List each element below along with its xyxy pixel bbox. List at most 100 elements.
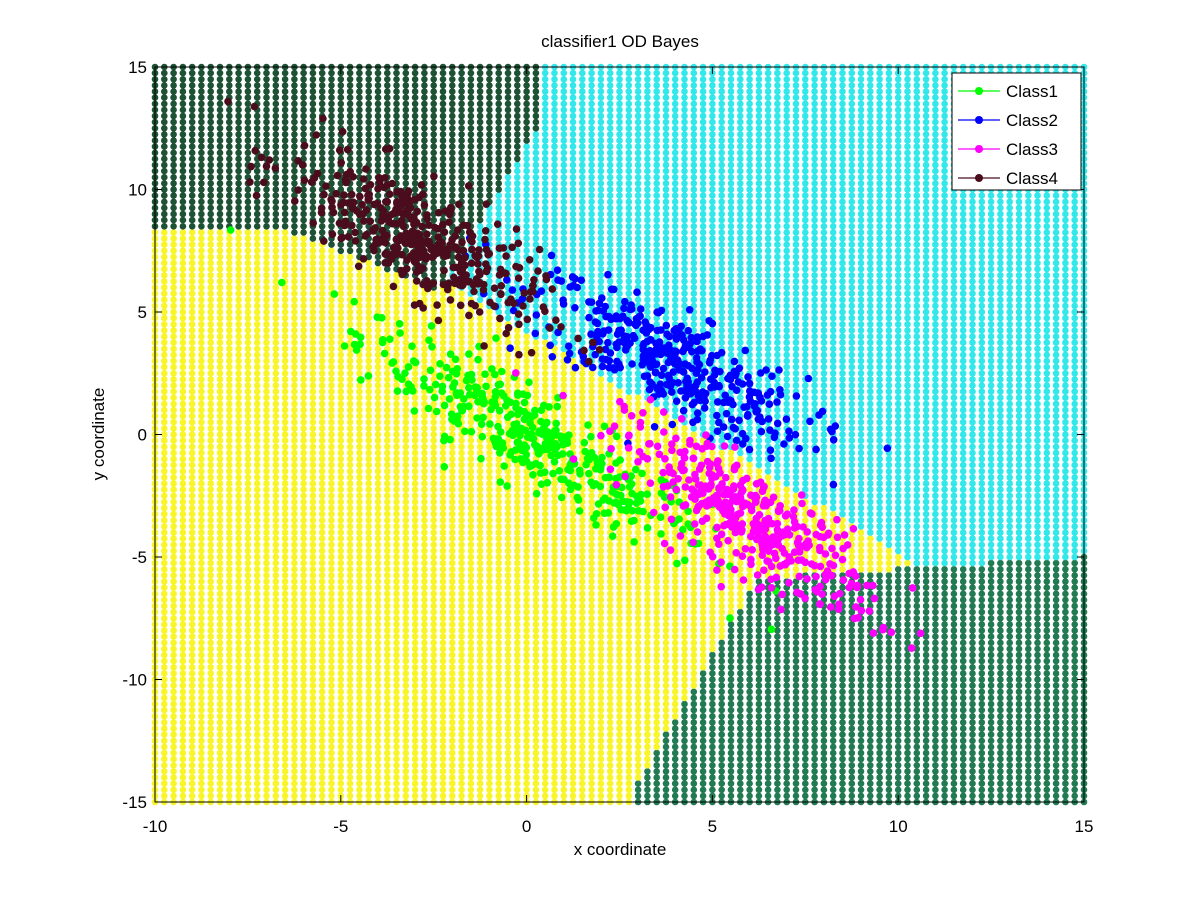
region-dot: [365, 290, 373, 297]
region-dot: [514, 682, 521, 689]
region-dot: [253, 388, 261, 395]
region-dot: [263, 468, 270, 475]
region-dot: [253, 308, 261, 316]
region-dot: [179, 406, 187, 414]
region-dot: [384, 725, 391, 732]
region-dot: [161, 553, 168, 561]
region-dot: [235, 474, 242, 481]
region-dot: [235, 768, 242, 775]
region-dot: [476, 743, 484, 751]
region-dot: [309, 602, 317, 610]
region-dot: [170, 755, 177, 763]
region-dot: [272, 431, 280, 438]
region-dot: [495, 657, 503, 665]
region-dot: [328, 664, 335, 671]
region-dot: [188, 566, 196, 573]
region-dot: [309, 149, 317, 157]
region-dot: [188, 229, 196, 236]
region-dot: [207, 370, 214, 377]
region-dot: [300, 425, 307, 432]
region-dot: [384, 394, 391, 402]
region-dot: [337, 327, 345, 334]
region-dot: [430, 106, 438, 114]
region-dot: [281, 504, 289, 512]
region-dot: [476, 498, 484, 506]
region-dot: [170, 272, 177, 279]
region-dot: [309, 572, 317, 579]
region-dot: [198, 186, 205, 193]
region-dot: [402, 112, 410, 120]
region-dot: [365, 559, 373, 567]
region-dot: [356, 82, 363, 89]
region-dot: [421, 425, 428, 432]
region-dot: [272, 314, 280, 322]
region-dot: [235, 480, 242, 487]
region-dot: [226, 339, 233, 346]
region-dot: [384, 749, 391, 757]
region-dot: [346, 455, 354, 463]
region-dot: [523, 186, 530, 193]
region-dot: [253, 461, 261, 469]
region-dot: [430, 149, 438, 157]
region-dot: [514, 167, 521, 175]
region-dot: [198, 106, 205, 114]
region-dot: [495, 682, 503, 689]
region-dot: [467, 412, 475, 420]
region-dot: [365, 615, 373, 622]
region-dot: [235, 670, 242, 677]
region-dot: [226, 529, 233, 536]
region-dot: [337, 768, 345, 775]
region-dot: [356, 559, 363, 567]
region-dot: [328, 308, 335, 316]
region-dot: [226, 547, 233, 555]
region-dot: [300, 627, 307, 634]
region-dot: [374, 517, 382, 524]
region-dot: [504, 504, 512, 512]
region-dot: [449, 112, 456, 120]
region-dot: [281, 155, 289, 163]
region-dot: [272, 131, 280, 138]
region-dot: [179, 749, 187, 757]
region-dot: [281, 762, 289, 769]
region-dot: [421, 694, 428, 702]
region-dot: [226, 608, 233, 616]
region-dot: [476, 749, 484, 757]
region-dot: [161, 155, 168, 163]
region-dot: [281, 167, 289, 175]
region-dot: [393, 131, 400, 138]
region-dot: [495, 149, 503, 157]
region-dot: [384, 480, 391, 487]
region-dot: [523, 743, 530, 751]
region-dot: [384, 167, 391, 175]
region-dot: [263, 541, 270, 549]
region-dot: [346, 651, 354, 659]
region-dot: [226, 437, 233, 444]
region-dot: [365, 278, 373, 285]
region-dot: [486, 780, 493, 787]
region-dot: [504, 706, 512, 714]
region-dot: [328, 370, 335, 377]
region-dot: [402, 535, 410, 542]
region-dot: [244, 615, 252, 622]
region-dot: [170, 155, 177, 163]
region-dot: [523, 694, 530, 702]
region-dot: [458, 664, 465, 671]
region-dot: [514, 486, 521, 493]
region-dot: [476, 645, 484, 653]
region-dot: [272, 694, 280, 702]
region-dot: [291, 768, 298, 775]
region-dot: [374, 431, 382, 438]
region-dot: [532, 602, 540, 610]
region-dot: [365, 731, 373, 738]
region-dot: [458, 174, 465, 181]
region-dot: [281, 676, 289, 683]
region-dot: [430, 400, 438, 408]
region-dot: [226, 112, 233, 120]
region-dot: [244, 223, 252, 230]
region-dot: [486, 768, 493, 775]
region-dot: [309, 143, 317, 150]
region-dot: [179, 296, 187, 304]
region-dot: [207, 106, 214, 114]
region-dot: [374, 278, 382, 285]
region-dot: [161, 143, 168, 150]
